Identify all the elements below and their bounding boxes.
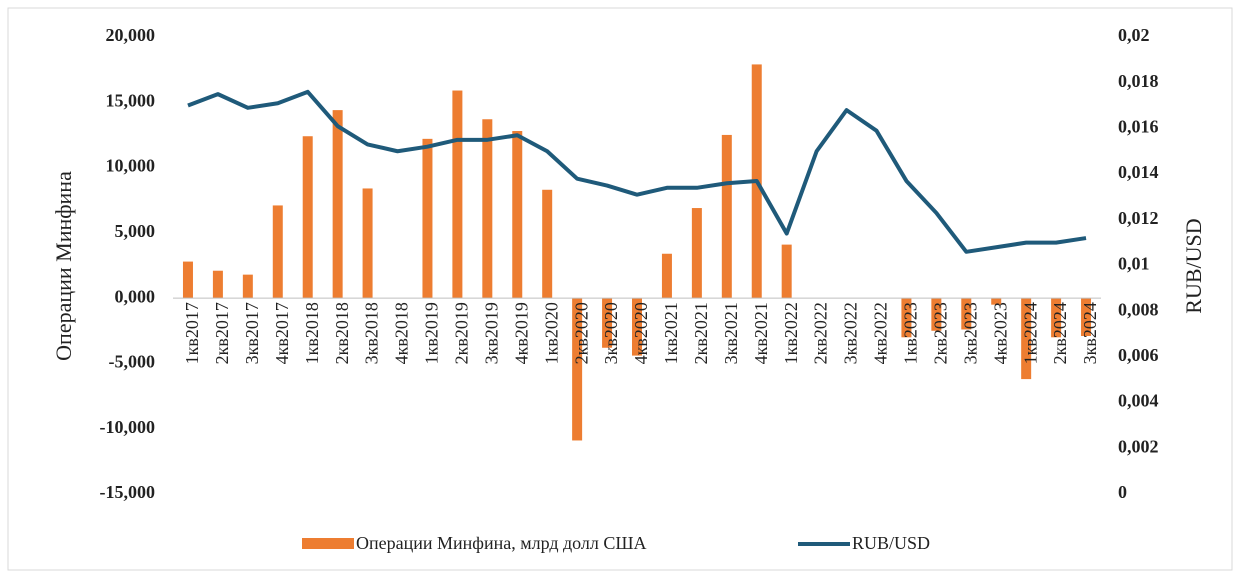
x-tick-label: 2кв2022 [811,302,831,364]
x-tick-label: 1кв2021 [661,302,681,364]
x-tick-label: 4кв2017 [272,302,292,364]
chart-frame [7,7,1233,571]
bar [302,136,313,299]
y2-tick-label: 0,014 [1118,162,1159,182]
x-tick-label: 1кв2023 [901,302,921,364]
y2-tick-label: 0,016 [1118,117,1159,137]
bar [572,298,583,441]
bar [901,298,912,338]
x-tick-label: 4кв2023 [990,302,1010,364]
bar [482,119,493,299]
bar [212,270,223,299]
x-tick-label: 3кв2024 [1080,302,1100,364]
x-tick-label: 4кв2022 [871,302,891,364]
x-tick-label: 1кв2017 [182,302,202,364]
y2-tick-label: 0 [1118,482,1127,502]
y2-tick-label: 0,02 [1118,25,1150,45]
y2-tick-label: 0,01 [1118,254,1150,274]
x-tick-label: 1кв2018 [302,302,322,364]
x-tick-label: 3кв2017 [242,302,262,364]
x-tick-label: 4кв2019 [511,302,531,364]
line [187,89,1087,254]
bar [632,298,642,356]
x-tick-label: 2кв2018 [332,302,352,364]
legend-swatch [302,538,354,549]
x-tick-label: 3кв2021 [721,302,741,364]
y-tick-label: 15,000 [106,90,156,110]
y2-axis-label: RUB/USD [1181,218,1206,313]
x-tick-label: 4кв2021 [751,302,771,364]
x-tick-label: 1кв2024 [1020,302,1040,364]
bar [721,134,732,299]
y-tick-label: -10,000 [100,417,156,437]
x-tick-label: 2кв2019 [452,302,472,364]
bar [242,274,253,299]
y2-tick-label: 0,006 [1118,345,1159,365]
x-tick-label: 3кв2018 [362,302,382,364]
bar [362,188,373,299]
bar [332,110,343,299]
bar [512,131,523,299]
bar [661,253,672,299]
bar [602,298,613,348]
bar [182,261,193,299]
x-tick-label: 4кв2020 [631,302,651,364]
x-tick-label: 3кв2022 [841,302,861,364]
y2-tick-label: 0,012 [1118,208,1159,228]
x-tick-label: 1кв2019 [422,302,442,364]
x-tick-label: 1кв2020 [541,302,561,364]
bar [991,298,1002,305]
y2-tick-label: 0,004 [1118,391,1159,411]
x-tick-label: 2кв2023 [930,302,950,364]
y-tick-label: -15,000 [100,482,156,502]
bar [1081,298,1092,337]
bar [452,90,463,299]
bar [272,205,283,299]
y-tick-label: 0,000 [115,286,156,306]
x-tick-label: 2кв2020 [571,302,591,364]
y-tick-label: 5,000 [115,221,156,241]
x-tick-label: 3кв2020 [601,302,621,364]
bar [1051,298,1062,338]
bar [691,208,702,299]
y2-tick-label: 0,018 [1118,71,1159,91]
bar [422,138,433,299]
x-tick-label: 3кв2019 [481,302,501,364]
x-tick-label: 3кв2023 [960,302,980,364]
bar [781,244,792,299]
y2-tick-label: 0,008 [1118,299,1159,319]
y2-tick-label: 0,002 [1118,436,1159,456]
bar [931,298,942,331]
x-tick-label: 2кв2017 [212,302,232,364]
x-tick-label: 2кв2024 [1050,302,1070,364]
x-tick-label: 4кв2018 [392,302,412,364]
bar [1021,298,1032,380]
y-tick-label: -5,000 [109,352,156,372]
x-tick-label: 1кв2022 [781,302,801,364]
y-tick-label: 20,000 [106,25,156,45]
y-tick-label: 10,000 [106,156,156,176]
x-tick-label: 2кв2021 [691,302,711,364]
legend-label: Операции Минфина, млрд долл США [356,533,647,553]
legend-label: RUB/USD [852,533,930,553]
bar [542,189,553,299]
bar [961,298,972,330]
y-axis-label: Операции Минфина [51,171,76,361]
